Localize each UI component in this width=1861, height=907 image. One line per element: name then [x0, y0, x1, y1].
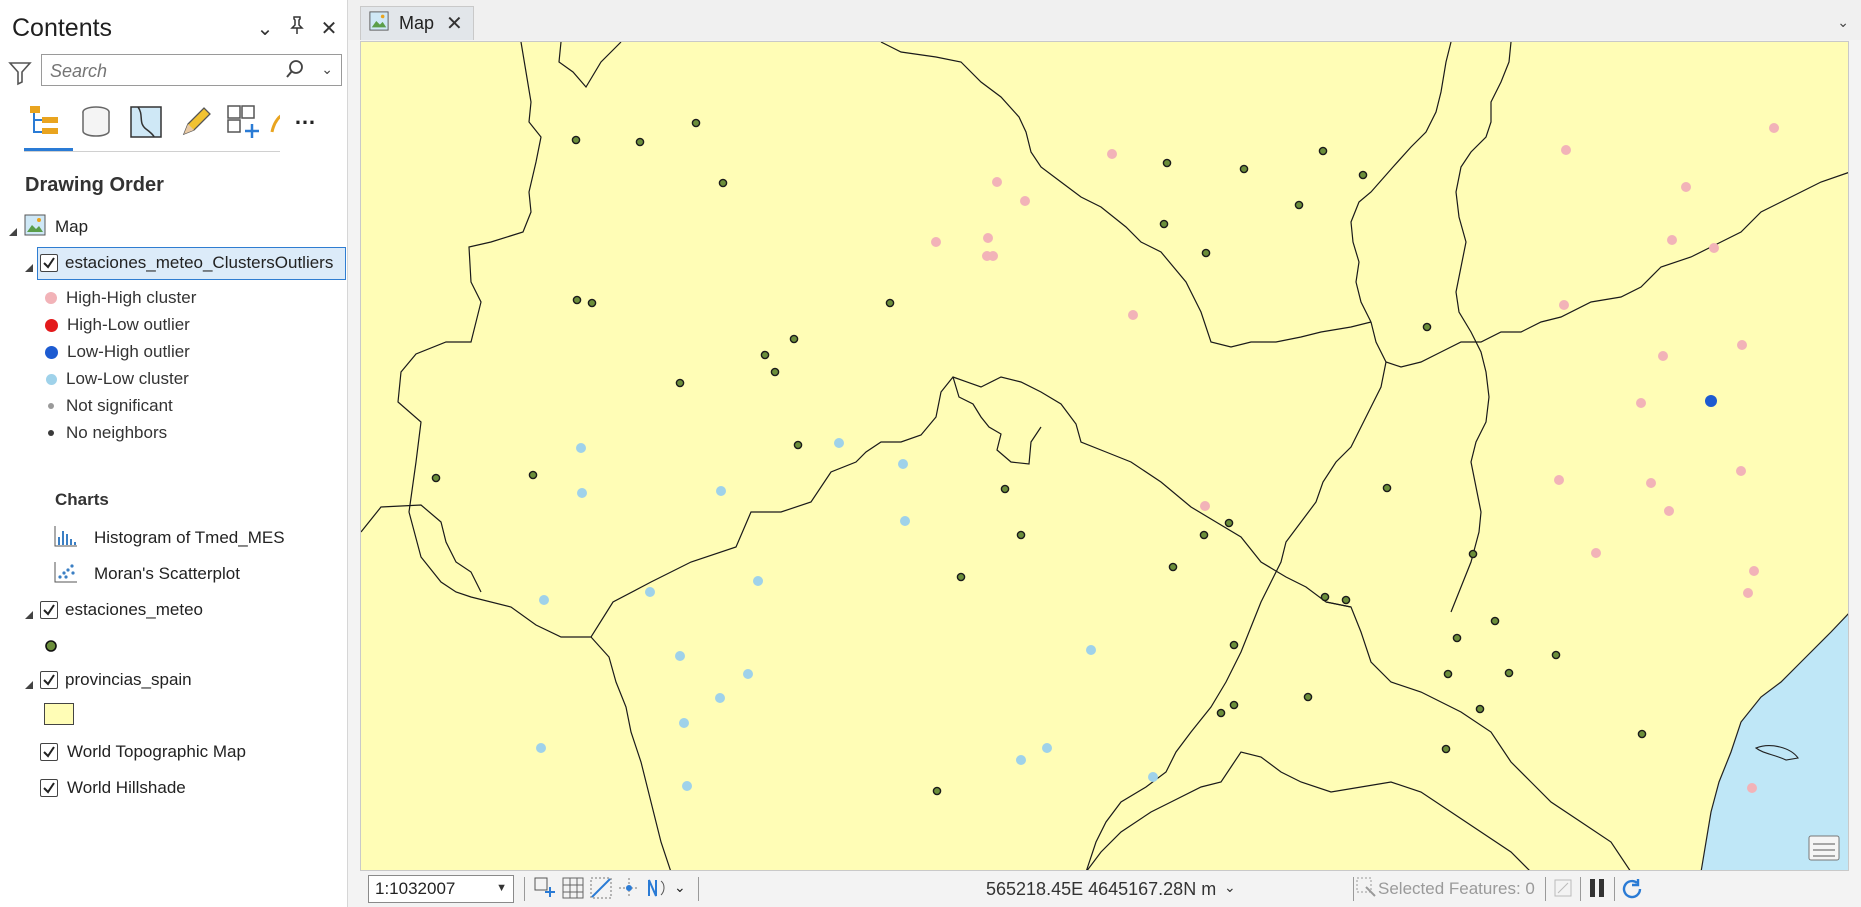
- map-tab-bar: ⌄: [348, 0, 1861, 40]
- layer-visibility-checkbox[interactable]: [40, 779, 58, 797]
- map-icon: [24, 214, 46, 241]
- list-by-selection-icon[interactable]: [128, 104, 164, 140]
- map-view[interactable]: [360, 41, 1849, 871]
- scatterplot-icon: [54, 561, 78, 588]
- legend-item-high-low: High-Low outlier: [44, 313, 190, 337]
- tab-map[interactable]: Map ✕: [360, 6, 474, 40]
- add-map-frame-icon[interactable]: [534, 877, 556, 899]
- histogram-icon: [54, 525, 78, 552]
- layer-visibility-checkbox[interactable]: [40, 254, 58, 272]
- chart-morans-scatterplot[interactable]: Moran's Scatterplot: [54, 560, 240, 588]
- legend-item-low-high: Low-High outlier: [44, 340, 190, 364]
- legend-swatch: [46, 373, 57, 385]
- drawing-order-heading: Drawing Order: [25, 174, 164, 196]
- map-canvas[interactable]: [361, 42, 1849, 871]
- filter-icon[interactable]: [8, 60, 32, 91]
- legend-item-not-significant: Not significant: [44, 394, 173, 418]
- pin-icon[interactable]: [287, 16, 307, 41]
- low-low-points: [536, 438, 1158, 791]
- more-options-icon[interactable]: …: [294, 104, 316, 129]
- list-by-editing-icon[interactable]: [178, 104, 214, 140]
- layer-visibility-checkbox[interactable]: [40, 601, 58, 619]
- station-symbol-swatch: [44, 639, 58, 658]
- sea-area: [1700, 613, 1848, 870]
- layer-label: World Topographic Map: [67, 742, 246, 761]
- grid-icon[interactable]: [562, 877, 584, 899]
- layer-label: estaciones_meteo_ClustersOutliers: [65, 253, 334, 272]
- refresh-icon[interactable]: [1620, 877, 1642, 899]
- chart-histogram[interactable]: Histogram of Tmed_MES: [54, 524, 285, 552]
- collapse-triangle-icon[interactable]: [24, 675, 34, 689]
- scale-selector[interactable]: 1:1032007 ▼: [368, 875, 514, 903]
- legend-swatch: [48, 403, 54, 409]
- legend-swatch: [45, 292, 57, 304]
- pause-drawing-icon[interactable]: [1586, 877, 1608, 899]
- layer-label: provincias_spain: [65, 670, 192, 689]
- list-by-labeling-icon[interactable]: [268, 104, 280, 140]
- layer-estaciones-meteo[interactable]: estaciones_meteo: [24, 596, 203, 624]
- map-node-label: Map: [55, 217, 89, 236]
- list-by-data-source-icon[interactable]: [78, 104, 114, 140]
- province-boundaries: [361, 42, 1848, 870]
- status-bar: 1:1032007 ▼ ⌄ 565218.45E 4645167.28N m ⌄…: [348, 871, 1861, 907]
- charts-heading: Charts: [55, 490, 109, 509]
- tools-dropdown-icon[interactable]: ⌄: [674, 879, 686, 895]
- high-high-points: [931, 123, 1779, 793]
- active-tab-indicator: [24, 148, 73, 151]
- map-icon: [369, 11, 389, 36]
- clear-selection-icon[interactable]: [1552, 877, 1574, 899]
- selected-features-icon[interactable]: [1356, 877, 1378, 899]
- list-by-snapping-icon[interactable]: [226, 104, 262, 140]
- search-input[interactable]: [48, 59, 272, 83]
- layer-world-topographic-map[interactable]: World Topographic Map: [40, 738, 246, 766]
- legend-swatch: [48, 430, 54, 436]
- coordinate-units-dropdown-icon[interactable]: ⌄: [1224, 879, 1236, 895]
- basemap-gallery-icon[interactable]: [1808, 835, 1840, 861]
- legend-item-no-neighbors: No neighbors: [44, 421, 167, 445]
- scale-dropdown-icon[interactable]: ▼: [496, 882, 507, 894]
- layer-visibility-checkbox[interactable]: [40, 671, 58, 689]
- tab-overflow-chevron-icon[interactable]: ⌄: [1837, 14, 1849, 30]
- low-high-outlier-point: [1705, 395, 1717, 407]
- contents-pane: Contents ⌄ ✕ ⌄: [0, 0, 348, 907]
- layer-world-hillshade[interactable]: World Hillshade: [40, 774, 186, 802]
- lagoon: [1754, 745, 1799, 761]
- close-pane-icon[interactable]: ✕: [320, 18, 338, 40]
- snapping-icon[interactable]: [590, 877, 612, 899]
- collapse-triangle-icon[interactable]: [24, 605, 34, 619]
- layer-clusters-outliers[interactable]: estaciones_meteo_ClustersOutliers: [24, 249, 333, 277]
- tab-label: Map: [399, 13, 435, 33]
- map-node[interactable]: Map: [8, 213, 88, 241]
- search-field[interactable]: ⌄: [41, 54, 342, 86]
- contents-title: Contents: [12, 14, 113, 42]
- list-by-drawing-order-icon[interactable]: [28, 104, 64, 140]
- legend-swatch: [45, 345, 58, 359]
- legend-item-high-high: High-High cluster: [44, 286, 196, 310]
- selected-layer-highlight: [37, 247, 346, 280]
- layer-visibility-checkbox[interactable]: [40, 743, 58, 761]
- search-dropdown-icon[interactable]: ⌄: [321, 61, 333, 77]
- layer-label: estaciones_meteo: [65, 600, 203, 619]
- pane-options-chevron-icon[interactable]: ⌄: [256, 18, 274, 40]
- station-points: [431, 118, 1647, 796]
- contents-toolbar: …: [22, 100, 316, 144]
- constraints-icon[interactable]: [618, 877, 640, 899]
- scale-value: 1:1032007: [375, 879, 456, 898]
- coordinates-readout: 565218.45E 4645167.28N m: [986, 879, 1217, 899]
- legend-swatch: [45, 318, 58, 332]
- search-icon[interactable]: [285, 59, 305, 84]
- legend-item-low-low: Low-Low cluster: [44, 367, 189, 391]
- selected-features-count: Selected Features: 0: [1378, 879, 1535, 898]
- layer-label: World Hillshade: [67, 778, 186, 797]
- close-tab-icon[interactable]: ✕: [446, 13, 463, 35]
- north-arrow-rotation-icon[interactable]: [646, 877, 668, 899]
- collapse-triangle-icon[interactable]: [24, 258, 34, 272]
- layer-provincias-spain[interactable]: provincias_spain: [24, 666, 192, 694]
- province-symbol-swatch: [44, 703, 74, 725]
- collapse-triangle-icon[interactable]: [8, 222, 18, 236]
